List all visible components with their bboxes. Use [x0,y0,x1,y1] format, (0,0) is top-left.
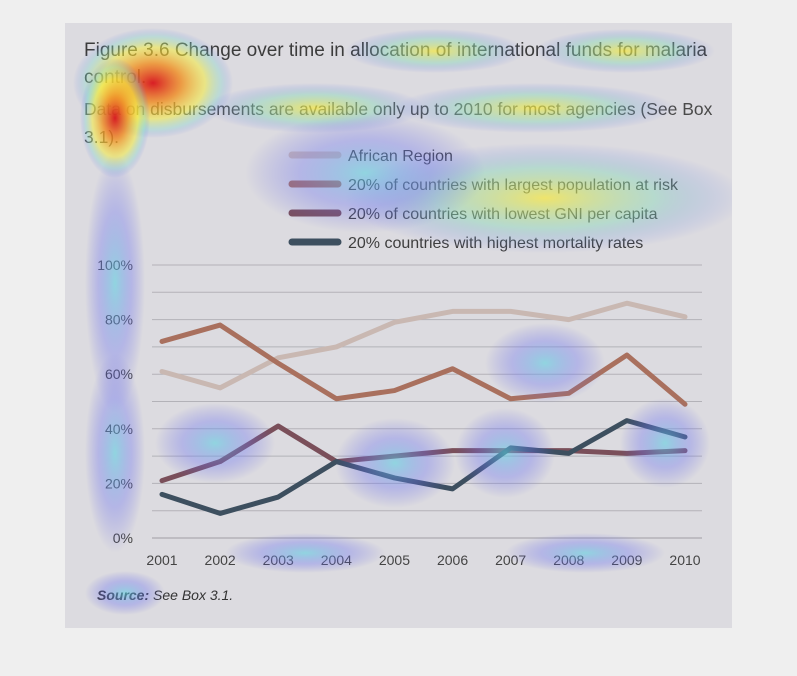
source-note: Source: See Box 3.1. [97,587,233,603]
y-axis-ticks: 0% 20% 40% 60% 80% 100% [97,257,133,546]
y-tick-label: 60% [105,366,133,382]
y-tick-label: 80% [105,312,133,328]
series-line-2 [159,322,688,407]
x-tick-label: 2005 [379,552,410,568]
y-tick-label: 100% [97,257,133,273]
x-tick-label: 2002 [205,552,236,568]
legend-label: 20% countries with highest mortality rat… [348,235,643,252]
x-tick-label: 2007 [495,552,526,568]
series-line-1 [159,300,688,391]
series-line-4 [159,418,688,516]
x-tick-label: 2008 [553,552,584,568]
x-tick-label: 2006 [437,552,468,568]
y-tick-label: 20% [105,475,133,491]
x-tick-label: 2010 [669,552,700,568]
x-tick-label: 2004 [321,552,352,568]
source-prefix: Source: [97,587,150,603]
y-tick-label: 40% [105,421,133,437]
series-lines [159,300,688,516]
x-tick-label: 2003 [263,552,294,568]
x-axis-ticks: 2001 2002 2003 2004 2005 2006 2007 2008 2009 2010 [146,552,700,568]
legend-label: 20% of countries with lowest GNI per cap… [348,206,658,223]
figure-panel: 0% 20% 40% 60% 80% 100% 2001 2002 2003 2004 2005 2… [65,23,732,628]
figure-subtitle: Data on disbursements are available only… [84,99,713,147]
legend-label: 20% of countries with largest population… [348,177,679,194]
x-tick-label: 2009 [611,552,642,568]
y-tick-label: 0% [113,530,133,546]
figure-title: Figure 3.6 Change over time in allocatio… [84,40,708,88]
source-text: See Box 3.1. [149,587,234,603]
x-tick-label: 2001 [146,552,177,568]
